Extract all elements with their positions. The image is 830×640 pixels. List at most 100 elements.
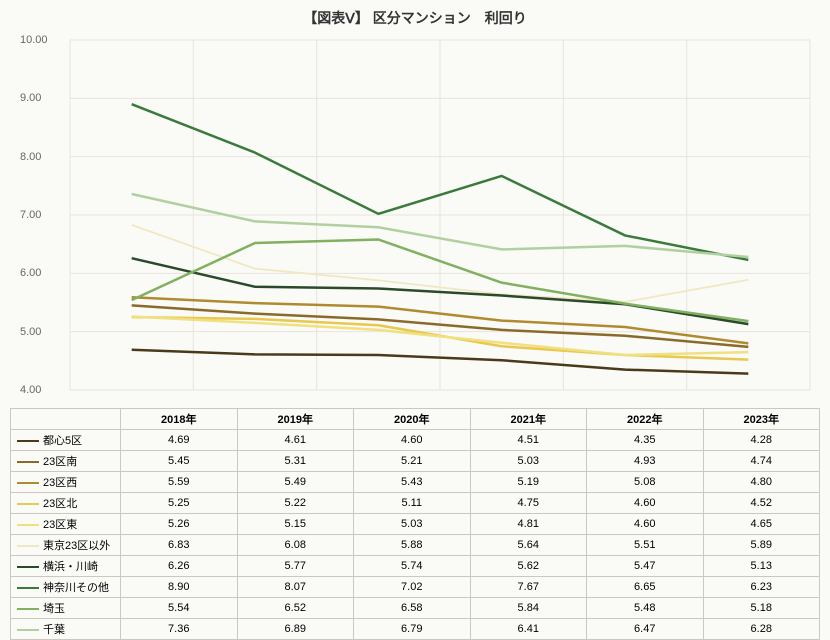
table-cell: 6.28 [703, 619, 820, 640]
table-cell: 4.80 [703, 472, 820, 493]
table-cell: 5.89 [703, 535, 820, 556]
y-tick-label: 6.00 [20, 267, 41, 279]
legend-swatch [17, 587, 39, 590]
series-label-cell: 23区南 [11, 451, 121, 472]
table-cell: 5.31 [237, 451, 354, 472]
series-label-cell: 23区北 [11, 493, 121, 514]
table-cell: 5.51 [587, 535, 704, 556]
legend-swatch [17, 608, 39, 611]
table-cell: 5.54 [121, 598, 238, 619]
series-label-cell: 埼玉 [11, 598, 121, 619]
table-cell: 4.52 [703, 493, 820, 514]
series-label-cell: 23区東 [11, 514, 121, 535]
table-cell: 5.64 [470, 535, 587, 556]
legend-swatch [17, 440, 39, 443]
table-col-header: 2021年 [470, 409, 587, 430]
table-cell: 5.03 [470, 451, 587, 472]
table-cell: 5.21 [354, 451, 471, 472]
y-tick-label: 7.00 [20, 209, 41, 221]
table-cell: 5.59 [121, 472, 238, 493]
table-cell: 4.60 [587, 514, 704, 535]
legend-swatch [17, 566, 39, 569]
table-cell: 4.61 [237, 430, 354, 451]
table-cell: 4.51 [470, 430, 587, 451]
table-col-header: 2020年 [354, 409, 471, 430]
table-cell: 7.36 [121, 619, 238, 640]
table-cell: 5.43 [354, 472, 471, 493]
table-cell: 5.19 [470, 472, 587, 493]
legend-swatch [17, 545, 39, 547]
table-cell: 4.60 [587, 493, 704, 514]
table-cell: 5.08 [587, 472, 704, 493]
table-cell: 6.89 [237, 619, 354, 640]
chart-container: 【図表Ⅴ】 区分マンション 利回り 4.005.006.007.008.009.… [0, 0, 830, 624]
table-row: 23区東5.265.155.034.814.604.65 [11, 514, 820, 535]
table-cell: 5.88 [354, 535, 471, 556]
table-cell: 5.84 [470, 598, 587, 619]
table-cell: 5.03 [354, 514, 471, 535]
table-cell: 6.83 [121, 535, 238, 556]
table-row: 横浜・川崎6.265.775.745.625.475.13 [11, 556, 820, 577]
table-cell: 5.77 [237, 556, 354, 577]
series-label-cell: 東京23区以外 [11, 535, 121, 556]
table-cell: 5.15 [237, 514, 354, 535]
table-cell: 6.65 [587, 577, 704, 598]
table-cell: 5.13 [703, 556, 820, 577]
table-col-header: 2023年 [703, 409, 820, 430]
series-label-cell: 神奈川その他 [11, 577, 121, 598]
legend-swatch [17, 503, 39, 506]
table-cell: 5.18 [703, 598, 820, 619]
y-tick-label: 8.00 [20, 151, 41, 163]
legend-swatch [17, 629, 39, 632]
table-cell: 7.02 [354, 577, 471, 598]
y-tick-label: 4.00 [20, 384, 41, 396]
table-cell: 5.48 [587, 598, 704, 619]
table-header-row: 2018年2019年2020年2021年2022年2023年 [11, 409, 820, 430]
y-tick-label: 10.00 [20, 34, 48, 46]
table-cell: 5.22 [237, 493, 354, 514]
table-cell: 6.52 [237, 598, 354, 619]
header-blank [11, 409, 121, 430]
series-label-cell: 都心5区 [11, 430, 121, 451]
legend-swatch [17, 524, 39, 527]
table-cell: 4.81 [470, 514, 587, 535]
table-cell: 4.93 [587, 451, 704, 472]
table-cell: 8.90 [121, 577, 238, 598]
table-col-header: 2018年 [121, 409, 238, 430]
data-table: 2018年2019年2020年2021年2022年2023年都心5区4.694.… [10, 408, 820, 640]
table-cell: 5.45 [121, 451, 238, 472]
table-cell: 8.07 [237, 577, 354, 598]
table-cell: 6.26 [121, 556, 238, 577]
table-cell: 6.58 [354, 598, 471, 619]
table-row: 23区西5.595.495.435.195.084.80 [11, 472, 820, 493]
table-cell: 6.08 [237, 535, 354, 556]
table-row: 23区南5.455.315.215.034.934.74 [11, 451, 820, 472]
y-tick-label: 9.00 [20, 92, 41, 104]
table-row: 23区北5.255.225.114.754.604.52 [11, 493, 820, 514]
table-col-header: 2019年 [237, 409, 354, 430]
series-label-cell: 横浜・川崎 [11, 556, 121, 577]
table-cell: 4.75 [470, 493, 587, 514]
table-cell: 6.41 [470, 619, 587, 640]
table-cell: 5.74 [354, 556, 471, 577]
table-row: 東京23区以外6.836.085.885.645.515.89 [11, 535, 820, 556]
table-cell: 5.25 [121, 493, 238, 514]
table-row: 埼玉5.546.526.585.845.485.18 [11, 598, 820, 619]
table-cell: 5.26 [121, 514, 238, 535]
table-cell: 4.60 [354, 430, 471, 451]
y-tick-label: 5.00 [20, 326, 41, 338]
line-chart-svg [60, 30, 820, 400]
table-cell: 6.79 [354, 619, 471, 640]
table-cell: 6.23 [703, 577, 820, 598]
legend-swatch [17, 461, 39, 464]
table-cell: 4.28 [703, 430, 820, 451]
table-cell: 5.62 [470, 556, 587, 577]
table-cell: 4.69 [121, 430, 238, 451]
table-row: 都心5区4.694.614.604.514.354.28 [11, 430, 820, 451]
table-cell: 6.47 [587, 619, 704, 640]
table-cell: 4.35 [587, 430, 704, 451]
table-cell: 5.47 [587, 556, 704, 577]
table-row: 神奈川その他8.908.077.027.676.656.23 [11, 577, 820, 598]
table-cell: 7.67 [470, 577, 587, 598]
table-row: 千葉7.366.896.796.416.476.28 [11, 619, 820, 640]
